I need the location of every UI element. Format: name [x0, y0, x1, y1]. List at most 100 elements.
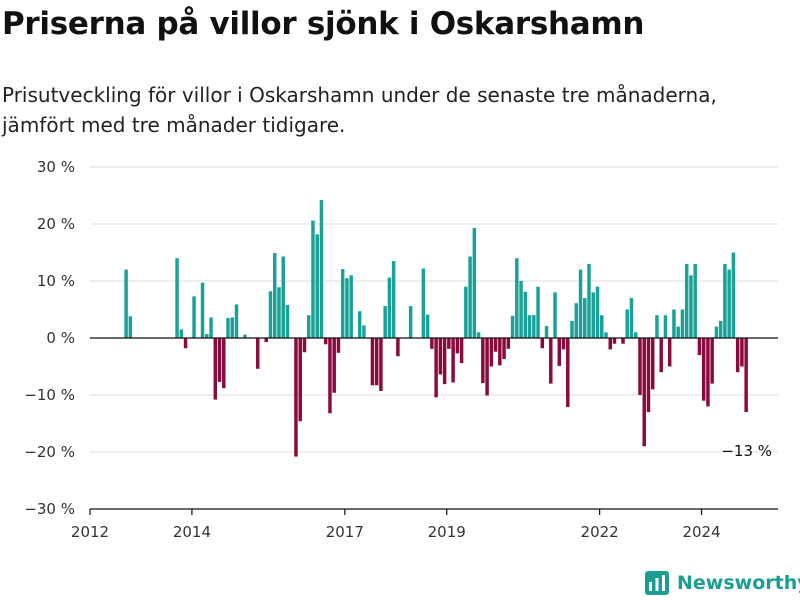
bar: [591, 292, 595, 338]
bar: [328, 338, 332, 414]
bar: [128, 316, 133, 338]
bar: [268, 291, 273, 338]
bar: [319, 200, 324, 338]
x-tick-label: 2014: [173, 523, 211, 541]
bar: [689, 275, 693, 338]
bar: [625, 309, 629, 338]
bar: [740, 338, 744, 367]
bar: [345, 278, 349, 338]
bar: [608, 338, 612, 350]
bar: [430, 338, 434, 349]
bar: [718, 320, 723, 338]
bar: [323, 338, 328, 345]
bar: [604, 332, 608, 338]
bar: [387, 277, 392, 338]
bar: [710, 338, 714, 384]
bar: [621, 338, 625, 344]
bar: [600, 315, 604, 338]
bar: [536, 286, 540, 338]
chart-title: Priserna på villor sjönk i Oskarshamn: [2, 6, 645, 42]
bar: [391, 261, 396, 338]
bar: [340, 269, 345, 338]
bar: [379, 338, 383, 392]
bar: [629, 298, 634, 338]
bar: [421, 268, 426, 338]
bar: [175, 258, 179, 338]
bar: [659, 338, 663, 373]
bar: [332, 338, 336, 393]
brand-name: Newsworthy: [677, 572, 800, 594]
bar: [306, 315, 311, 338]
bar: [684, 263, 689, 338]
bar: [595, 286, 600, 338]
bar: [234, 304, 239, 338]
bar: [468, 256, 472, 338]
bar: [349, 275, 353, 338]
bar: [336, 338, 341, 353]
bar: [442, 338, 447, 385]
bar: [264, 338, 268, 342]
bar: [680, 309, 685, 338]
bar: [370, 338, 375, 386]
bar: [553, 292, 557, 338]
bar: [294, 338, 298, 457]
bar: [561, 338, 566, 350]
bar: [697, 338, 702, 356]
bar: [425, 314, 430, 338]
y-tick-label: 10 %: [37, 272, 75, 290]
bar: [633, 332, 638, 338]
bar: [472, 227, 477, 338]
bar: [489, 338, 494, 367]
bar: [510, 315, 515, 338]
bar: [209, 317, 213, 338]
bar: [200, 282, 205, 338]
x-tick-label: 2019: [428, 523, 466, 541]
bar: [523, 291, 528, 338]
bar: [557, 338, 562, 366]
axes: 30 % 20 % 10 % 0 % −10 % −20 % −30 % 2012 2014 20…: [24, 158, 778, 541]
bar: [731, 252, 736, 338]
brand-logo: Newsworthy: [645, 568, 800, 598]
bar: [706, 338, 710, 407]
x-tick-label: 2022: [581, 523, 619, 541]
chart-subtitle: Prisutveckling för villor i Oskarshamn u…: [2, 83, 717, 137]
y-tick-label: 30 %: [37, 158, 75, 176]
bar: [578, 269, 583, 338]
bar: [655, 315, 659, 338]
bar: [451, 338, 455, 383]
bar: [243, 334, 247, 338]
bar: [676, 326, 680, 338]
bar: [374, 338, 379, 386]
bar: [693, 263, 697, 338]
bar: [226, 318, 230, 338]
bar: [311, 220, 315, 338]
bar: [281, 256, 285, 338]
bar: [735, 338, 740, 373]
bar: [455, 338, 460, 354]
bar: [285, 304, 290, 338]
bar: [723, 263, 727, 338]
y-tick-label: −30 %: [24, 500, 75, 518]
bar: [570, 320, 574, 338]
bar: [519, 281, 523, 338]
bar: [527, 315, 532, 338]
bar: [192, 296, 196, 338]
bar: [502, 338, 506, 360]
bar: [544, 326, 549, 338]
x-tick-label: 2017: [326, 523, 364, 541]
bar: [464, 286, 468, 338]
bar: [481, 338, 485, 384]
bar: [727, 269, 731, 338]
bar: [515, 258, 519, 338]
bar: [583, 298, 587, 338]
bar: [638, 338, 642, 395]
bar: [383, 306, 387, 338]
bar: [549, 338, 553, 384]
y-tick-label: 20 %: [37, 215, 75, 233]
bar: [222, 338, 226, 389]
bar: [587, 263, 591, 338]
bar: [667, 338, 672, 367]
bar: [183, 338, 188, 349]
y-tick-label: −10 %: [24, 386, 75, 404]
